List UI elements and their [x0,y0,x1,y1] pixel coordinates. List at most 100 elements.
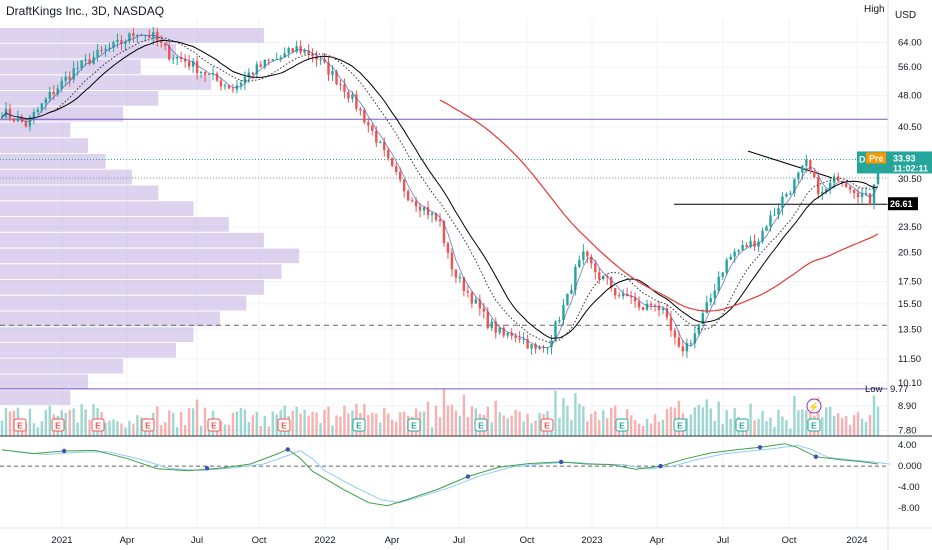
volume-bar-155 [617,427,621,436]
earnings-marker-7[interactable]: E [407,418,421,432]
volume-bar-209 [833,415,836,436]
candle-body-60 [239,82,243,86]
candle-body-107 [426,207,430,216]
candle-body-62 [247,72,251,78]
candle-body-134 [534,344,537,349]
earnings-marker-0[interactable]: E [13,418,27,432]
candle-body-120 [478,299,482,309]
volume-bar-202 [805,410,808,436]
candle-body-10 [40,103,44,110]
earnings-marker-12[interactable]: E [735,418,749,432]
time-tick-2: Jul [191,535,203,546]
volume-bar-45 [179,411,183,436]
earnings-marker-1[interactable]: E [51,418,65,432]
time-tick-9: Apr [650,535,665,546]
candle-body-50 [199,71,203,73]
candle-body-121 [482,308,485,312]
volume-bar-205 [817,397,820,436]
price-tick-0: 64.00 [898,38,922,49]
volume-bar-207 [825,407,828,436]
candle-body-159 [633,297,637,302]
earnings-letter-6: E [356,421,362,431]
candle-body-208 [829,182,832,189]
candle-body-205 [817,177,820,194]
earnings-marker-3[interactable]: E [141,418,155,432]
pre-badge [866,152,886,164]
candle-body-143 [570,289,573,294]
time-tick-3: Oct [252,535,267,546]
level-price-tag [888,197,918,211]
candle-body-78 [311,54,314,57]
earnings-marker-4[interactable]: E [207,418,221,432]
candle-body-114 [454,269,458,278]
volume-bar-84 [335,415,338,436]
earnings-letter-8: E [478,421,484,431]
earnings-box-5 [277,418,291,432]
candle-body-130 [518,337,521,340]
earnings-box-7 [407,418,421,432]
vp-row-6 [0,122,71,138]
candle-body-48 [191,61,195,67]
candle-body-105 [418,206,422,211]
earnings-marker-11[interactable]: E [673,418,687,432]
vp-row-17 [0,295,247,311]
volume-bar-33 [132,423,135,436]
earnings-marker-6[interactable]: E [352,418,366,432]
volume-bar-81 [323,409,326,436]
candle-body-162 [645,303,649,310]
candle-body-47 [187,61,191,67]
volume-bar-158 [629,415,633,436]
volume-bar-183 [729,418,732,436]
candle-body-201 [801,165,804,173]
candle-body-214 [852,189,856,194]
volume-bar-134 [534,420,537,436]
candle-body-88 [351,94,354,99]
candle-body-86 [343,84,346,92]
earnings-marker-9[interactable]: E [540,418,554,432]
high-label[interactable]: High [864,4,885,15]
earnings-marker-10[interactable]: E [615,418,629,432]
earnings-marker-13[interactable]: E [807,418,821,432]
candle-body-8 [32,112,36,117]
volume-bar-108 [430,427,434,436]
candle-body-142 [566,293,569,305]
candle-body-179 [713,290,716,299]
candle-body-176 [701,313,704,325]
time-tick-4: 2022 [314,535,335,546]
volume-bar-150 [598,420,601,436]
earnings-marker-8[interactable]: E [474,418,488,432]
volume-bar-163 [649,423,653,436]
time-tick-6: Jul [453,535,465,546]
volume-bar-211 [840,418,844,436]
price-tick-11: 10.10 [898,378,922,389]
current-price-value: 33.93 [893,153,916,163]
volume-bar-181 [721,423,724,436]
vp-row-18 [0,311,220,327]
candle-body-135 [538,347,541,349]
earnings-marker-2[interactable]: E [91,418,105,432]
volume-bar-18 [72,408,75,436]
candle-body-112 [446,242,450,253]
volume-bar-22 [88,419,91,436]
earnings-letter-7: E [411,421,417,431]
earnings-box-12 [735,418,749,432]
volume-bar-100 [398,412,402,436]
currency-label[interactable]: USD [895,10,917,21]
vp-row-9 [0,169,132,185]
candle-body-113 [450,252,454,270]
candle-body-64 [255,64,259,75]
candle-body-204 [813,171,816,178]
volume-bar-46 [183,425,187,436]
volume-bar-125 [498,412,501,436]
volume-bar-31 [124,427,127,436]
earnings-box-3 [141,418,155,432]
time-tick-11: Oct [782,535,797,546]
candle-body-193 [769,215,772,227]
volume-bar-78 [311,411,314,436]
candle-body-16 [64,76,67,81]
earnings-marker-5[interactable]: E [277,418,291,432]
candle-body-89 [355,94,358,109]
candle-body-15 [60,80,63,89]
time-tick-5: Apr [385,535,400,546]
